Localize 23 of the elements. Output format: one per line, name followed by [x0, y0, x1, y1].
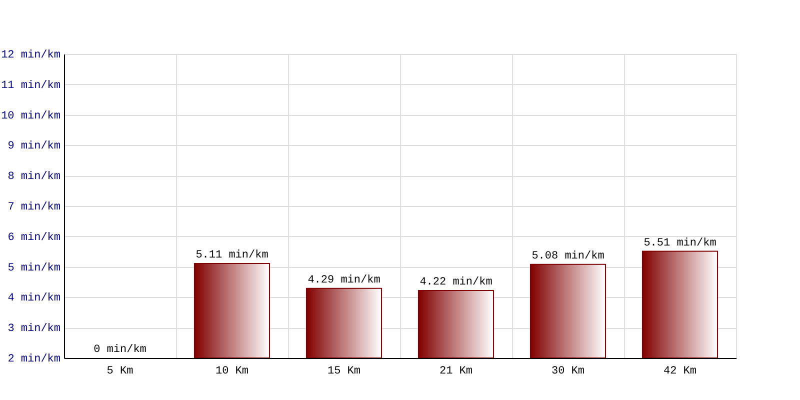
- data-label: 5.11 min/km: [196, 249, 269, 262]
- x-tick-label: 5 Km: [106, 366, 134, 378]
- x-tick-label: 15 Km: [327, 366, 361, 378]
- x-tick-label: 10 Km: [215, 366, 249, 378]
- data-label: 5.08 min/km: [532, 250, 605, 262]
- y-tick-label: 2 min/km: [8, 354, 61, 366]
- text: 0 min/km: [94, 344, 146, 356]
- y-tick-label: 4 min/km: [8, 292, 61, 305]
- y-tick-label: 9 min/km: [8, 140, 61, 153]
- y-tick-label: 5 min/km: [8, 262, 61, 274]
- y-tick-label: 6 min/km: [8, 232, 61, 244]
- x-tick-label: 30 Km: [551, 366, 585, 378]
- data-label: 5.51 min/km: [644, 237, 717, 250]
- y-tick-label: 10 min/km: [1, 110, 61, 122]
- y-tick-label: 8 min/km: [8, 171, 61, 184]
- y-tick-label: 7 min/km: [8, 202, 61, 214]
- y-tick-label: 12 min/km: [1, 50, 61, 62]
- x-tick-label: 21 Km: [439, 366, 473, 378]
- y-tick-label: 3 min/km: [8, 323, 61, 336]
- data-label: 4.22 min/km: [420, 276, 493, 289]
- x-tick-label: 42 Km: [663, 366, 697, 378]
- data-label: 4.29 min/km: [308, 274, 381, 286]
- y-tick-label: 11 min/km: [1, 80, 61, 92]
